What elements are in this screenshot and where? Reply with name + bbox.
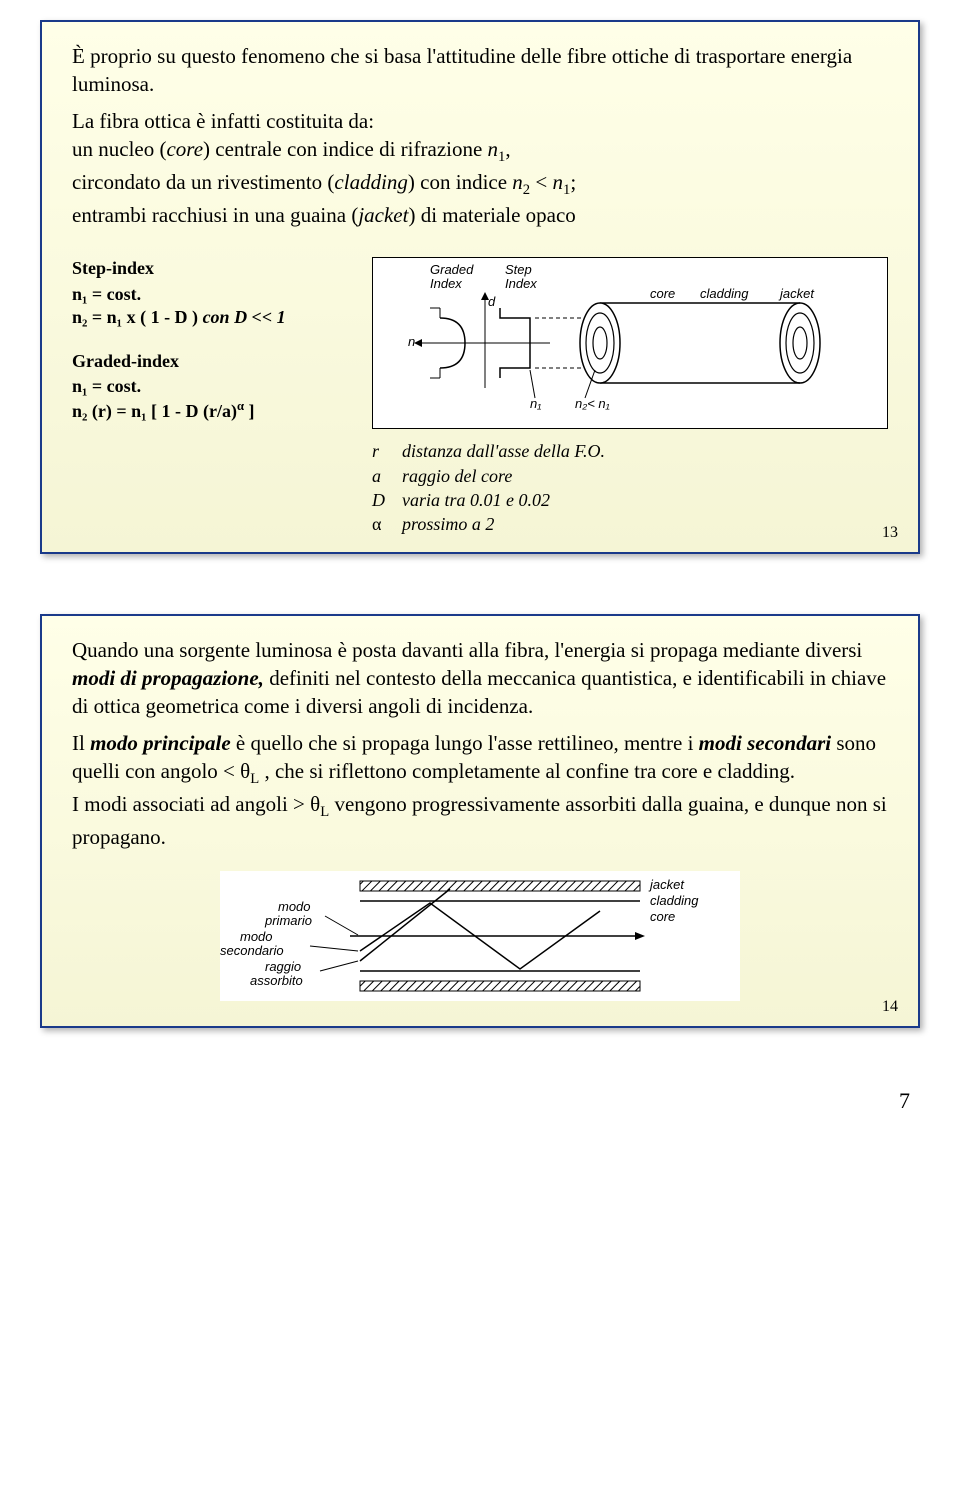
t: , che si riflettono completamente al con… (259, 759, 795, 783)
lbl-graded: Graded (430, 262, 474, 277)
t: L (320, 804, 329, 820)
step-index-title: Step-index (72, 257, 352, 280)
t: modi di propagazione, (72, 666, 264, 690)
t: α (237, 399, 244, 413)
txt: raggio del core (402, 464, 512, 488)
legend-r: rdistanza dall'asse della F.O. (372, 439, 888, 463)
t: è quello che si propaga lungo l'asse ret… (231, 731, 699, 755)
footer-page-number: 7 (40, 1088, 920, 1114)
s13-p2-pre: La fibra ottica è infatti costituita da: (72, 109, 374, 133)
slide-13-content: È proprio su questo fenomeno che si basa… (72, 42, 888, 229)
t: n (512, 170, 523, 194)
lbl-core2: core (650, 909, 675, 924)
t: core (166, 137, 203, 161)
sym: D (372, 488, 402, 512)
t: θ (310, 792, 320, 816)
t: ) con indice (408, 170, 512, 194)
sym: α (372, 512, 402, 536)
slide-13: È proprio su questo fenomeno che si basa… (40, 20, 920, 554)
t: Quando una sorgente luminosa è posta dav… (72, 638, 862, 662)
lbl-n: n (408, 334, 415, 349)
t: θ (240, 759, 250, 783)
t: ) centrale con indice di rifrazione (203, 137, 488, 161)
legend: rdistanza dall'asse della F.O. araggio d… (372, 439, 888, 536)
legend-alpha: αprossimo a 2 (372, 512, 888, 536)
t: modo principale (90, 731, 231, 755)
txt: varia tra 0.01 e 0.02 (402, 488, 550, 512)
lbl-raggio-1: raggio (265, 959, 301, 974)
t: con D << 1 (203, 307, 286, 327)
lbl-core: core (650, 286, 675, 301)
modes-diagram: modo primario modo secondario raggio ass… (220, 871, 740, 1001)
t: n₂ = n₁ x ( 1 - D ) (72, 307, 203, 327)
t: ; (570, 170, 576, 194)
t: modi secondari (699, 731, 831, 755)
s13-p2: La fibra ottica è infatti costituita da:… (72, 107, 888, 230)
txt: distanza dall'asse della F.O. (402, 439, 605, 463)
graded-index-title: Graded-index (72, 350, 352, 373)
lbl-modo-primario-1: modo (278, 899, 311, 914)
fiber-diagram: Graded Index Step Index d n (372, 257, 888, 429)
sym: a (372, 464, 402, 488)
slide-14: Quando una sorgente luminosa è posta dav… (40, 614, 920, 1029)
legend-D: Dvaria tra 0.01 e 0.02 (372, 488, 888, 512)
lbl-jacket2: jacket (648, 877, 685, 892)
lbl-n1: n₁ (530, 396, 541, 411)
lbl-index: Index (430, 276, 462, 291)
lbl-modo-sec-1: modo (240, 929, 273, 944)
t: , (505, 137, 510, 161)
legend-a: araggio del core (372, 464, 888, 488)
t: L (250, 771, 259, 787)
lbl-cladding: cladding (700, 286, 749, 301)
lbl-jacket: jacket (778, 286, 815, 301)
s13-p1: È proprio su questo fenomeno che si basa… (72, 42, 888, 99)
lbl-modo-primario-2: primario (264, 913, 312, 928)
t: jacket (358, 203, 408, 227)
lbl-cladding2: cladding (650, 893, 699, 908)
page-number-14: 14 (882, 998, 898, 1016)
step-index-group: Step-index n₁ = cost. n₂ = n₁ x ( 1 - D … (72, 257, 352, 329)
fiber-svg: Graded Index Step Index d n (373, 258, 887, 428)
t: < (530, 170, 552, 194)
lbl-modo-sec-2: secondario (220, 943, 284, 958)
lbl-index2: Index (505, 276, 537, 291)
t: entrambi racchiusi in una guaina ( (72, 203, 358, 227)
step-l2: n₂ = n₁ x ( 1 - D ) con D << 1 (72, 306, 352, 329)
s14-p2: Il modo principale è quello che si propa… (72, 729, 888, 852)
formula-left: Step-index n₁ = cost. n₂ = n₁ x ( 1 - D … (72, 257, 352, 443)
diagram-and-legend: Graded Index Step Index d n (372, 257, 888, 536)
slide-14-content: Quando una sorgente luminosa è posta dav… (72, 636, 888, 852)
t: n (488, 137, 499, 161)
page-number-13: 13 (882, 524, 898, 542)
grad-l1: n₁ = cost. (72, 375, 352, 398)
modes-svg: modo primario modo secondario raggio ass… (220, 871, 740, 1001)
t: ) di materiale opaco (408, 203, 575, 227)
graded-index-group: Graded-index n₁ = cost. n₂ (r) = n₁ [ 1 … (72, 350, 352, 424)
txt: prossimo a 2 (402, 512, 494, 536)
grad-l2: n₂ (r) = n₁ [ 1 - D (r/a)α ] (72, 398, 352, 423)
t: cladding (334, 170, 408, 194)
lbl-n2n1: n₂< n₁ (575, 396, 610, 411)
t: circondato da un rivestimento ( (72, 170, 334, 194)
step-l1: n₁ = cost. (72, 283, 352, 306)
formula-block: Step-index n₁ = cost. n₂ = n₁ x ( 1 - D … (72, 257, 888, 536)
t: n₂ (r) = n₁ [ 1 - D (r/a) (72, 401, 237, 421)
t: ] (244, 401, 255, 421)
t: n₁ = cost. (72, 376, 141, 396)
page: È proprio su questo fenomeno che si basa… (0, 0, 960, 1134)
s14-p1: Quando una sorgente luminosa è posta dav… (72, 636, 888, 721)
lbl-raggio-2: assorbito (250, 973, 303, 988)
t: un nucleo ( (72, 137, 166, 161)
lbl-d: d (488, 294, 496, 309)
sym: r (372, 439, 402, 463)
lbl-step: Step (505, 262, 532, 277)
t: I modi associati ad angoli > (72, 792, 310, 816)
t: Il (72, 731, 90, 755)
t: n (552, 170, 563, 194)
t: n₁ = cost. (72, 284, 141, 304)
